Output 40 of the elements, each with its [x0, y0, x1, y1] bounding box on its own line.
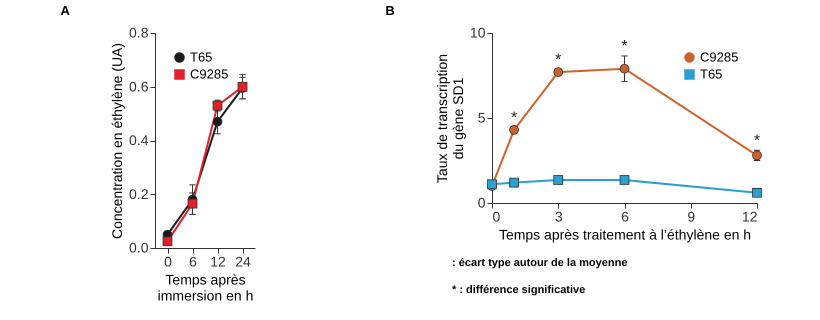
text: * : différence significative	[452, 284, 586, 296]
x-axis-title: Temps après immersion en h	[158, 272, 254, 304]
chart-title: B	[385, 3, 395, 18]
x-tick-label: 0	[164, 254, 172, 270]
point	[620, 64, 630, 74]
x-tick-label: 6	[189, 254, 198, 270]
annotation: *	[754, 132, 760, 150]
point	[188, 198, 198, 209]
y-tick-label: 5	[478, 110, 486, 126]
legend-label: C9285	[190, 66, 228, 82]
point	[553, 175, 564, 185]
text: : écart type autour de la moyenne	[452, 257, 628, 269]
point	[553, 67, 564, 77]
point	[752, 188, 762, 198]
y-tick-label: 10	[470, 24, 486, 40]
y-tick-label: 0.6	[129, 78, 149, 94]
legend-label: C9285	[700, 50, 738, 64]
y-tick-label: 0.2	[129, 186, 149, 202]
y-tick-label: 0	[478, 194, 486, 210]
x-tick-label: 24	[235, 254, 251, 270]
point	[162, 236, 172, 246]
annotation: *	[510, 109, 518, 126]
x-tick-label: 12	[210, 254, 226, 270]
y-axis-title: Taux de transcription du gène SD1	[434, 54, 466, 184]
annotation: *	[621, 38, 628, 55]
x-axis-title: Temps après traitement à l’éthylène en h	[498, 226, 752, 242]
y-tick-label: 0.0	[129, 240, 149, 256]
x-tick-label: 9	[687, 208, 696, 224]
x-tick-label: 6	[621, 208, 630, 224]
chart-title: A	[60, 3, 71, 18]
legend-label: T65	[700, 66, 722, 82]
annotation: *	[555, 52, 562, 69]
x-tick-label: 12	[742, 208, 758, 224]
x-tick-label: 3	[554, 208, 563, 224]
point	[212, 116, 222, 127]
y-tick-label: 0.8	[129, 24, 149, 40]
legend-label: T65	[190, 50, 212, 64]
y-tick-label: 0.4	[129, 132, 149, 148]
x-tick-label: 0	[492, 208, 500, 224]
y-axis-title: Concentration en éthylène (UA)	[109, 42, 126, 240]
